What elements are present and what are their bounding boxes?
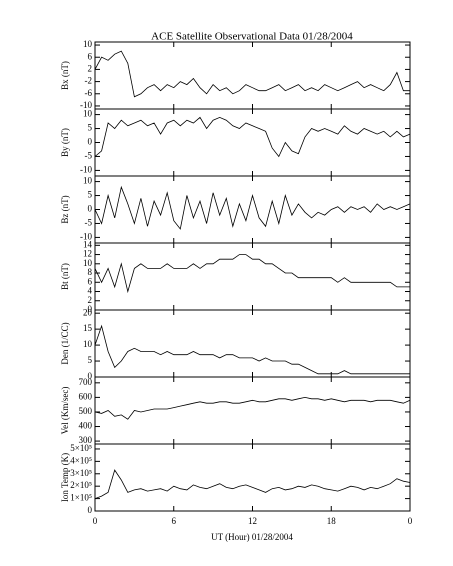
y-tick-label: 5 bbox=[88, 355, 93, 365]
panel-frame bbox=[94, 443, 411, 512]
panel-frame bbox=[94, 108, 411, 177]
y-tick-label: 4×10⁵ bbox=[70, 455, 92, 465]
y-tick-label: 2×10⁵ bbox=[70, 480, 92, 490]
panel-frame bbox=[94, 309, 411, 378]
y-tick-label: 700 bbox=[79, 377, 93, 387]
y-tick-label: 14 bbox=[83, 239, 93, 249]
x-tick-label: 0 bbox=[408, 516, 413, 526]
y-tick-label: 6 bbox=[88, 51, 93, 61]
panel-frame bbox=[94, 41, 411, 110]
y-tick-label: 400 bbox=[79, 421, 93, 431]
y-tick-label: -10 bbox=[80, 100, 92, 110]
x-tick-label: 12 bbox=[248, 516, 257, 526]
data-line bbox=[94, 50, 410, 98]
y-axis-label: Bt (nT) bbox=[60, 263, 70, 290]
y-tick-label: 0 bbox=[88, 505, 93, 515]
data-line bbox=[94, 116, 411, 158]
chart-title: ACE Satellite Observational Data 01/28/2… bbox=[151, 31, 353, 43]
y-tick-label: 5 bbox=[88, 190, 93, 200]
data-line bbox=[94, 469, 411, 499]
y-tick-label: 5×10⁵ bbox=[70, 443, 92, 453]
x-axis-label: UT (Hour) 01/28/2004 bbox=[211, 532, 293, 542]
y-tick-label: -5 bbox=[85, 151, 93, 161]
y-tick-label: 10 bbox=[83, 176, 93, 186]
y-tick-label: 4 bbox=[88, 286, 93, 296]
y-axis-label: Ion Temp (K) bbox=[60, 453, 70, 502]
y-tick-label: 0 bbox=[88, 204, 93, 214]
y-tick-label: -5 bbox=[85, 218, 93, 228]
y-tick-label: -6 bbox=[85, 88, 93, 98]
y-axis-label: Bx (nT) bbox=[60, 61, 70, 90]
y-tick-label: 0 bbox=[88, 137, 93, 147]
y-tick-label: 2 bbox=[88, 63, 93, 73]
y-tick-label: 300 bbox=[79, 435, 93, 445]
panel-frame bbox=[94, 175, 411, 244]
y-tick-label: 10 bbox=[83, 339, 93, 349]
data-line bbox=[94, 324, 410, 375]
y-tick-label: 3×10⁵ bbox=[70, 468, 92, 478]
y-axis-label: Vel (Km/sec) bbox=[60, 387, 70, 435]
y-tick-label: 5 bbox=[88, 123, 93, 133]
y-tick-label: 6 bbox=[88, 276, 93, 286]
x-tick-label: 6 bbox=[172, 516, 177, 526]
y-tick-label: -10 bbox=[80, 164, 92, 174]
y-tick-label: 10 bbox=[83, 109, 93, 119]
y-tick-label: 0 bbox=[88, 304, 93, 314]
y-tick-label: 15 bbox=[83, 323, 93, 333]
y-axis-label: Bz (nT) bbox=[60, 195, 70, 223]
y-tick-label: 20 bbox=[83, 307, 93, 317]
x-tick-label: 0 bbox=[93, 516, 98, 526]
y-tick-label: 1×10⁵ bbox=[70, 493, 92, 503]
data-line bbox=[94, 185, 411, 230]
y-tick-label: 0 bbox=[88, 371, 93, 381]
data-line bbox=[94, 396, 411, 420]
y-axis-label: By (nT) bbox=[60, 128, 70, 157]
y-tick-label: 10 bbox=[83, 39, 93, 49]
y-axis-label: Den (1/CC) bbox=[60, 322, 70, 364]
y-tick-label: 600 bbox=[79, 391, 93, 401]
y-tick-label: 2 bbox=[88, 295, 93, 305]
y-tick-label: 12 bbox=[83, 249, 92, 259]
y-tick-label: -10 bbox=[80, 231, 92, 241]
y-tick-label: 10 bbox=[83, 258, 93, 268]
x-tick-label: 18 bbox=[327, 516, 337, 526]
panel-frame bbox=[94, 242, 411, 311]
data-line bbox=[94, 254, 410, 294]
y-tick-label: 500 bbox=[79, 406, 93, 416]
y-tick-label: 8 bbox=[88, 267, 93, 277]
y-tick-label: -2 bbox=[85, 76, 93, 86]
panel-frame bbox=[94, 376, 411, 445]
